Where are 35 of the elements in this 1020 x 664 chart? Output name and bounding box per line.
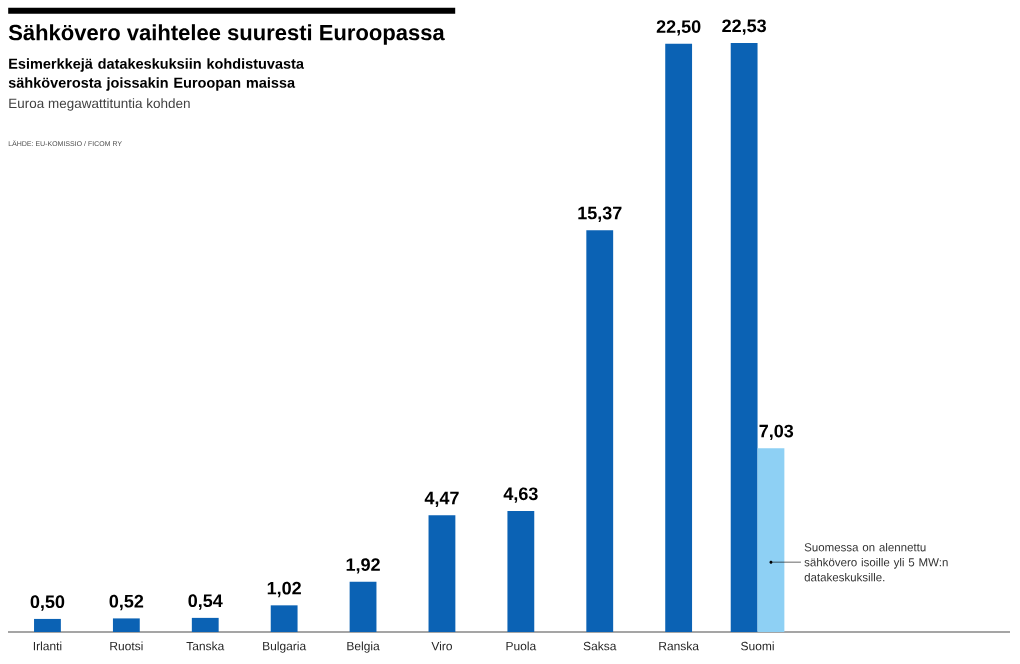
data-label: 4,63 [503,487,538,503]
text: Suomessa on alennettu sähkövero isoille yli 5 MW:n datakeskuksille. [804,542,948,582]
data-label: 22,53 [722,19,766,35]
x-tick-label: Tanska [186,641,225,651]
chart-title: Sähkövero vaihtelee suuresti Euroopassa [8,24,445,45]
data-label: 0,54 [188,594,223,610]
data-label: 1,92 [346,558,380,574]
bar [270,605,298,632]
bar [428,515,456,632]
data-label: 15,37 [578,206,622,222]
data-label: 7,03 [759,424,794,441]
bar [507,510,535,632]
bar [191,617,219,632]
x-tick-label: Suomi [741,641,774,651]
bar [112,618,140,632]
x-tick-label: Puola [506,641,537,651]
data-label: 0,50 [30,595,65,611]
x-tick-label: Saksa [583,641,617,651]
bar [757,448,785,632]
bar [665,43,693,632]
bar [349,581,377,632]
x-tick-label: Ranska [659,641,699,651]
x-tick-label: Belgia [347,641,380,653]
bar [586,230,614,632]
bar [34,618,61,632]
x-tick-label: Ruotsi [110,641,143,651]
data-label: 4,47 [424,491,459,507]
x-tick-label: Viro [431,641,452,651]
x-tick-label: Bulgaria [263,641,307,653]
text: Esimerkkejä datakeskuksiin kohdistuvasta sähköverosta joissakin Euroopan maissa [8,58,305,91]
y-axis-title: Euroa megawattituntia kohden [9,98,190,111]
data-label: 1,02 [267,581,301,598]
data-label: 22,50 [656,20,701,36]
data-label: 0,52 [109,594,144,611]
x-tick-label: Irlanti [33,641,62,651]
